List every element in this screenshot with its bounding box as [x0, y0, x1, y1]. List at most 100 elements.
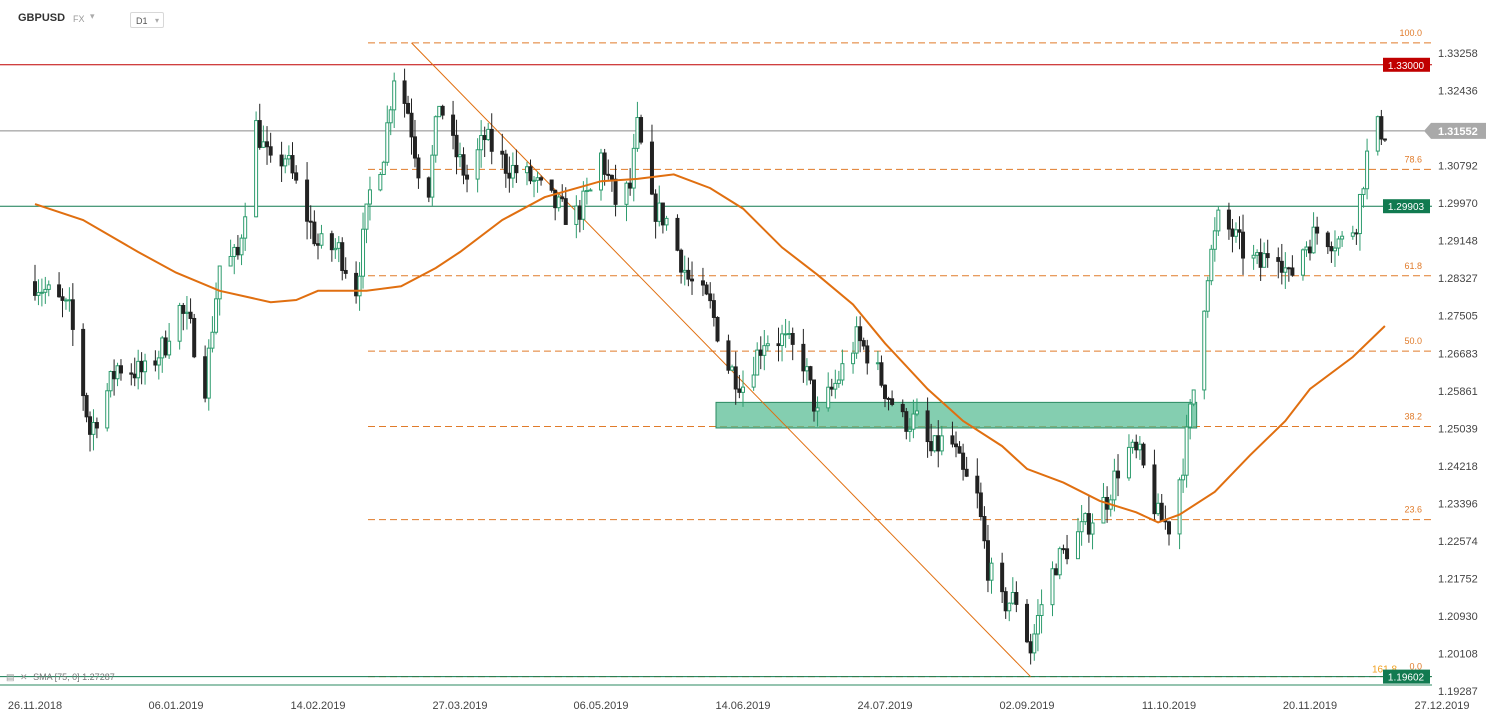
candle-body	[392, 80, 397, 111]
candle-body	[354, 272, 359, 297]
candlestick	[112, 359, 117, 396]
candlestick	[950, 421, 955, 448]
y-tick-label: 1.25861	[1438, 386, 1478, 398]
candle-body	[129, 372, 134, 375]
candlestick	[609, 174, 614, 192]
candle-body	[631, 147, 636, 189]
candle-body	[486, 128, 491, 141]
candlestick	[388, 106, 393, 136]
candle-body	[532, 179, 537, 182]
candlestick	[1350, 225, 1355, 240]
candlestick	[1116, 454, 1121, 497]
candle-body	[715, 316, 720, 342]
candlestick	[776, 327, 781, 362]
x-tick-label: 06.01.2019	[148, 700, 203, 712]
candlestick	[1332, 230, 1337, 267]
candlestick	[118, 359, 123, 381]
candlestick	[91, 409, 96, 451]
candlestick	[1007, 602, 1012, 622]
candle-body	[1007, 602, 1012, 612]
candle-body	[36, 292, 41, 296]
indicator-menu-icon[interactable]: ▤	[6, 672, 15, 682]
candlestick	[1382, 138, 1387, 142]
candle-body	[235, 246, 240, 256]
candle-body	[261, 141, 266, 148]
candlestick	[1329, 241, 1334, 263]
candlestick	[430, 144, 435, 206]
candle-body	[1251, 254, 1256, 259]
candle-body	[214, 298, 219, 333]
candlestick	[1258, 238, 1263, 281]
candle-body	[653, 193, 658, 222]
candle-body	[733, 366, 738, 390]
candle-body	[381, 161, 386, 176]
candle-body	[865, 345, 870, 364]
candle-body	[574, 205, 579, 225]
candlestick	[214, 282, 219, 335]
candle-body	[143, 360, 148, 373]
candlestick	[367, 176, 372, 221]
candlestick	[755, 342, 760, 376]
candle-body	[94, 422, 99, 429]
candlestick	[911, 399, 916, 439]
candle-body	[711, 300, 716, 318]
candlestick	[192, 313, 197, 359]
candle-body	[329, 233, 334, 251]
candlestick	[675, 214, 680, 252]
candlestick	[354, 261, 359, 304]
candle-body	[81, 328, 86, 397]
candlestick	[1279, 243, 1284, 285]
candlestick	[1141, 442, 1146, 469]
candle-body	[1361, 188, 1366, 195]
y-tick-label: 1.29970	[1438, 198, 1478, 210]
candle-body	[364, 203, 369, 230]
candle-body	[1086, 513, 1091, 535]
candlestick	[108, 370, 113, 398]
candlestick	[1212, 217, 1217, 262]
candle-body	[664, 217, 669, 226]
x-tick-label: 02.09.2019	[999, 700, 1054, 712]
candlestick	[783, 318, 788, 348]
candle-body	[39, 291, 44, 294]
candle-body	[1003, 591, 1008, 612]
candlestick	[1202, 310, 1207, 400]
candlestick	[574, 195, 579, 239]
chevron-down-icon[interactable]: ▾	[90, 11, 95, 21]
candlestick	[235, 235, 240, 260]
symbol-label[interactable]: GBPUSD	[18, 12, 66, 24]
close-icon[interactable]: ✕	[20, 672, 28, 682]
candlestick	[1177, 477, 1182, 550]
candlestick	[939, 425, 944, 456]
candle-body	[690, 278, 695, 282]
candlestick	[305, 162, 310, 240]
candle-body	[851, 352, 856, 365]
candlestick	[507, 156, 512, 193]
candle-body	[316, 243, 320, 246]
candle-body	[228, 255, 233, 267]
timeframe-select[interactable]: D1 ▾	[130, 12, 164, 28]
candlestick	[790, 327, 795, 361]
candle-body	[115, 365, 120, 380]
candlestick	[254, 111, 259, 218]
candle-body	[588, 189, 593, 192]
candlestick	[1226, 202, 1231, 240]
candlestick	[489, 113, 494, 165]
candle-body	[112, 371, 117, 380]
candlestick	[584, 177, 589, 205]
y-tick-label: 1.24218	[1438, 461, 1478, 473]
candle-body	[406, 102, 411, 114]
candlestick	[1205, 276, 1210, 318]
candlestick	[524, 161, 529, 186]
candle-body	[465, 174, 470, 180]
candlestick	[989, 557, 994, 594]
candle-body	[33, 281, 37, 296]
candlestick	[412, 119, 417, 168]
candle-body	[1237, 229, 1242, 233]
candle-body	[1054, 568, 1059, 576]
candle-body	[556, 196, 561, 209]
candlestick	[1090, 513, 1095, 550]
candle-body	[679, 249, 684, 273]
candle-body	[1304, 246, 1309, 251]
candlestick	[115, 362, 120, 387]
